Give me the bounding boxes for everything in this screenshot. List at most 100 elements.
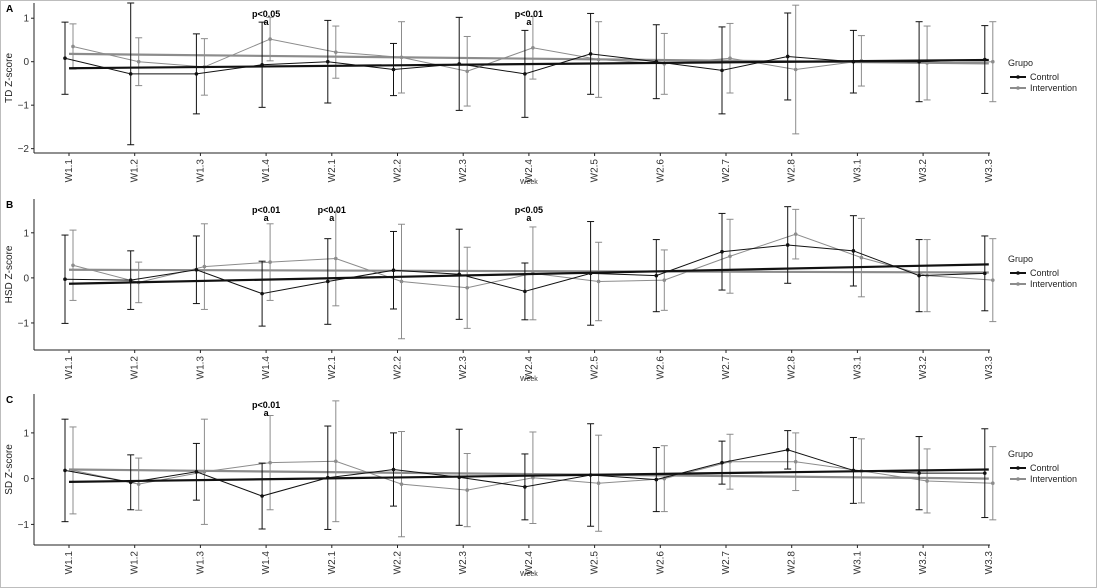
x-tick-label: W3.1 [852,356,863,380]
legend-item-label: Control [1030,72,1059,82]
series-intervention [68,400,997,538]
data-point [71,44,75,49]
data-point [728,254,732,259]
data-point [136,59,141,64]
x-tick-label: W3.1 [852,551,863,575]
x-tick-label: W1.1 [64,551,75,575]
significance-letter: a [329,213,335,223]
data-point [260,62,264,67]
data-point [399,279,404,284]
significance-letter: a [264,17,270,27]
data-point [63,468,67,473]
y-tick-label: 0 [23,273,29,284]
panel-label: C [6,395,13,406]
data-point [260,291,264,296]
x-tick-label: W2.3 [458,356,469,380]
x-tick-label: W2.8 [787,159,798,183]
x-tick-label: W2.3 [458,551,469,575]
data-point [334,256,338,261]
x-tick-label: W2.4 [524,551,535,575]
data-point [983,471,987,475]
panel-c: C SD Z-score −1 0 1 W1.1 W1.2 W1.3 W1.4 W2.1 W2.2 W… [4,394,1077,578]
data-point [917,471,921,475]
x-tick-label: W2.1 [327,159,338,183]
significance-label: p<0.01 [515,9,543,19]
y-tick-label: −1 [18,520,30,531]
x-tick-label: W1.2 [130,159,141,183]
data-point [194,72,199,76]
legend-item-label: Intervention [1030,83,1077,93]
data-point [720,68,724,73]
x-tick-label: W2.5 [590,159,601,183]
legend-title: Grupo [1008,58,1033,68]
data-point [399,55,404,60]
panel-a: A TD Z-score −2 −1 0 1 W1.1 W1.2 W1.3 W1.4 W2.1 W2.… [4,2,1077,186]
significance-letter: a [264,213,270,223]
data-point [457,62,462,66]
data-point [728,56,732,61]
x-tick-label: W1.2 [130,356,141,380]
data-point [399,482,404,486]
panel-b: B HSD Z-score −1 0 1 W1.1 W1.2 W1.3 W1.4 W2.1 W2.2… [4,199,1077,383]
x-tick-label: W1.4 [261,356,272,380]
significance-label: p<0.01 [318,205,346,215]
trend-line [68,268,989,274]
significance-letter: a [526,17,532,27]
x-tick-label: W1.2 [130,551,141,575]
data-point [128,480,133,485]
data-point [654,273,659,278]
legend-title: Grupo [1008,254,1033,264]
x-tick-label: W1.1 [64,356,75,380]
y-tick-label: 1 [23,14,29,25]
legend-item-label: Intervention [1030,279,1077,289]
data-point [983,271,987,276]
legend-swatch-point [1016,477,1020,481]
y-tick-label: 1 [23,228,29,239]
data-point [859,255,864,260]
x-tick-label: W2.3 [458,159,469,183]
data-point [202,264,207,269]
data-point [793,232,798,236]
trend-line [68,468,989,483]
y-tick-label: −1 [18,318,30,329]
x-tick-label: W1.3 [195,356,206,380]
trend-line [68,58,989,70]
significance-label: p<0.05 [252,9,280,19]
legend-item-label: Control [1030,268,1059,278]
data-point [457,272,462,277]
data-point [983,57,987,62]
data-point [851,249,856,253]
significance-letter: a [264,408,270,418]
x-tick-label: W3.3 [984,356,995,380]
data-point [457,475,462,480]
data-point [465,69,470,74]
trend-line [68,263,989,285]
data-point [662,278,667,282]
series-intervention [68,4,997,135]
x-tick-label: W3.1 [852,159,863,183]
x-tick-label: W2.6 [655,551,666,575]
x-tick-label: W1.4 [261,551,272,575]
panel-label: A [6,4,13,15]
x-tick-label: W2.8 [787,551,798,575]
panel-label: B [6,200,13,211]
data-point [720,460,724,465]
data-point [588,473,593,477]
data-point [260,494,264,498]
data-point [925,61,929,65]
data-point [334,50,338,54]
x-tick-label: W2.5 [590,551,601,575]
x-tick-label: W2.2 [393,159,404,183]
data-point [531,45,535,50]
x-tick-label: W2.6 [655,159,666,183]
data-point [925,479,929,483]
x-tick-label: W3.2 [918,356,929,380]
data-point [128,278,133,282]
data-point [136,482,141,486]
trend-line [68,468,989,480]
data-point [596,279,601,284]
data-point [793,459,798,464]
data-point [654,477,659,482]
data-point [194,469,199,474]
series-control [61,418,989,530]
